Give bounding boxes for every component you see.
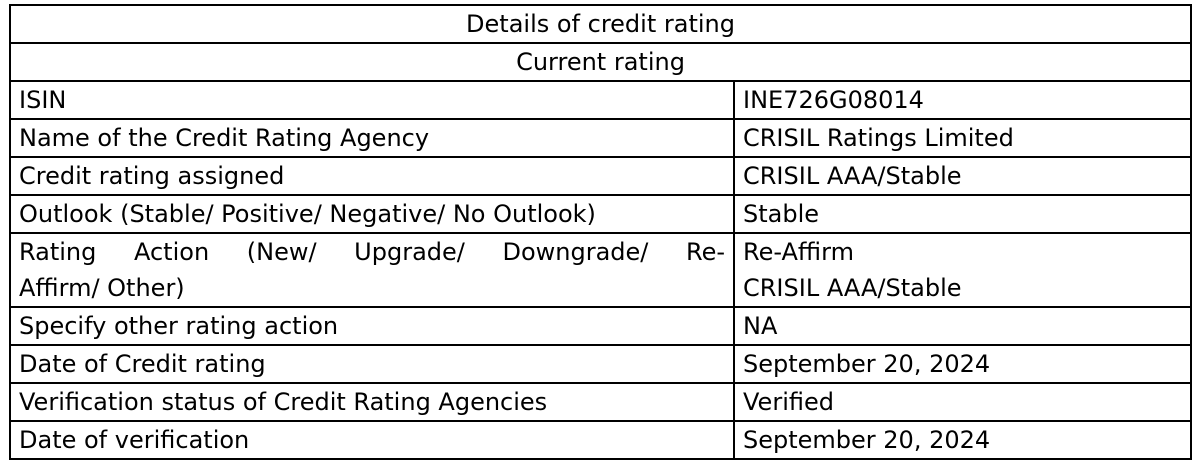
row-value-other-action: NA [733,306,1192,346]
table-title-row: Details of credit rating [9,4,1192,44]
row-label-agency: Name of the Credit Rating Agency [9,118,735,158]
table-row: Verification status of Credit Rating Age… [9,382,1192,422]
table-row: Date of verification September 20, 2024 [9,420,1192,460]
table-row: Specify other rating action NA [9,306,1192,346]
row-value-outlook: Stable [733,194,1192,234]
table-subtitle: Current rating [9,42,1192,82]
row-value-verification-date: September 20, 2024 [733,420,1192,460]
row-label-verification-date: Date of verification [9,420,735,460]
table-row: Rating Action (New/ Upgrade/ Downgrade/ … [9,232,1192,308]
row-label-isin: ISIN [9,80,735,120]
credit-rating-table: Details of credit rating Current rating … [9,4,1192,460]
row-label-outlook: Outlook (Stable/ Positive/ Negative/ No … [9,194,735,234]
row-value-verification-status: Verified [733,382,1192,422]
table-row: Name of the Credit Rating Agency CRISIL … [9,118,1192,158]
row-label-rating-action: Rating Action (New/ Upgrade/ Downgrade/ … [9,232,735,308]
row-value-isin: INE726G08014 [733,80,1192,120]
rating-action-value-line1: Re-Affirm [743,238,854,266]
row-value-rating-date: September 20, 2024 [733,344,1192,384]
table-row: Date of Credit rating September 20, 2024 [9,344,1192,384]
table-row: Outlook (Stable/ Positive/ Negative/ No … [9,194,1192,234]
credit-rating-document: Details of credit rating Current rating … [9,4,1192,460]
row-value-agency: CRISIL Ratings Limited [733,118,1192,158]
table-subtitle-row: Current rating [9,42,1192,82]
table-row: ISIN INE726G08014 [9,80,1192,120]
row-label-rating-date: Date of Credit rating [9,344,735,384]
row-value-rating-assigned: CRISIL AAA/Stable [733,156,1192,196]
row-label-verification-status: Verification status of Credit Rating Age… [9,382,735,422]
table-title: Details of credit rating [9,4,1192,44]
rating-action-value-line2: CRISIL AAA/Stable [743,274,962,302]
row-value-rating-action: Re-Affirm CRISIL AAA/Stable [733,232,1192,308]
rating-action-label-line1: Rating Action (New/ Upgrade/ Downgrade/ … [19,238,725,266]
row-label-rating-assigned: Credit rating assigned [9,156,735,196]
rating-action-label-line2: Affirm/ Other) [19,274,185,302]
table-row: Credit rating assigned CRISIL AAA/Stable [9,156,1192,196]
row-label-other-action: Specify other rating action [9,306,735,346]
